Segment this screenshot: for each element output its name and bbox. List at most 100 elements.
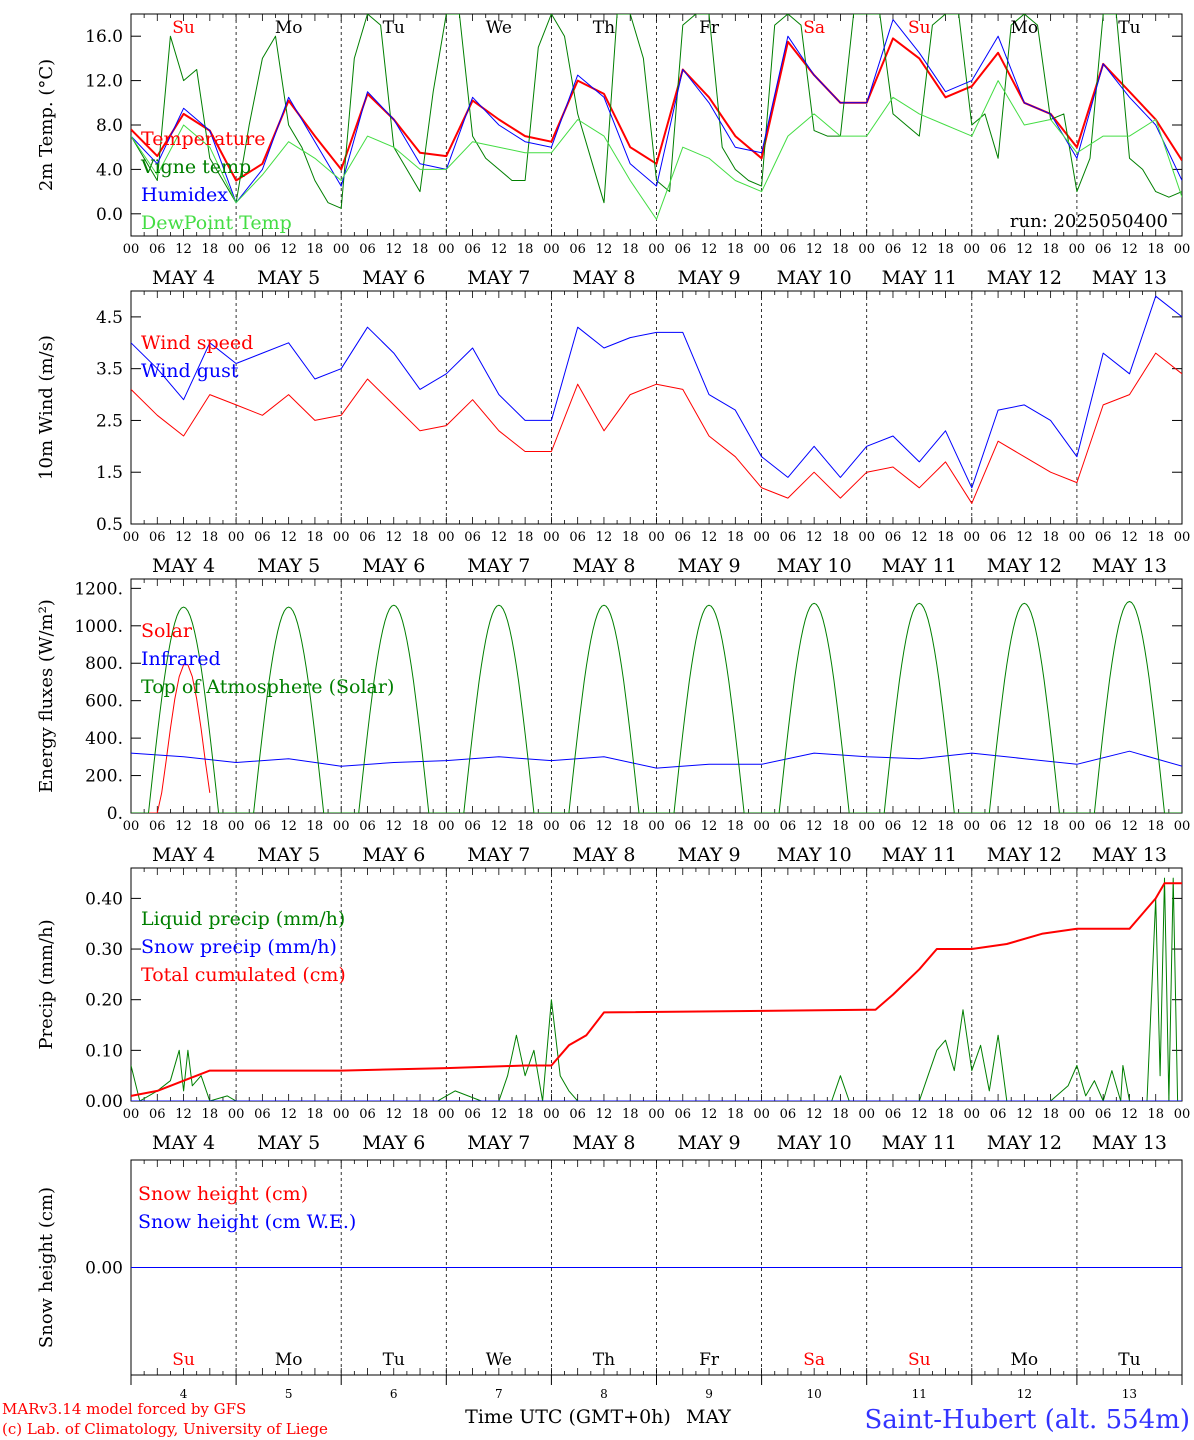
date-label: MAY 8 xyxy=(572,555,635,577)
hour-tick-label: 00 xyxy=(1174,819,1191,834)
hour-tick-label: 18 xyxy=(202,242,219,257)
hour-tick-label: 12 xyxy=(491,242,508,257)
day-number-label: 7 xyxy=(495,1387,503,1401)
hour-tick-label: 00 xyxy=(543,530,560,545)
hour-tick-label: 18 xyxy=(517,819,534,834)
weekday-label: Su xyxy=(908,1350,931,1370)
hour-tick-label: 12 xyxy=(280,819,297,834)
hour-tick-label: 12 xyxy=(175,530,192,545)
hour-tick-label: 12 xyxy=(1016,1107,1033,1122)
hour-tick-label: 00 xyxy=(964,1107,981,1122)
hour-tick-label: 18 xyxy=(937,530,954,545)
series-line-solar xyxy=(131,664,211,813)
weekday-label: We xyxy=(486,1350,512,1370)
hour-tick-label: 12 xyxy=(806,1107,823,1122)
hour-tick-label: 12 xyxy=(911,530,928,545)
y-axis-label: 2m Temp. (°C) xyxy=(36,59,57,191)
hour-tick-label: 00 xyxy=(1174,242,1191,257)
panel-wind: 0.5 1.5 2.5 3.5 4.5 10m Wind (m/s) Wind speed W… xyxy=(36,290,1191,577)
date-label: MAY 10 xyxy=(777,844,852,866)
series-line-infrared xyxy=(131,750,1182,769)
legend-entry: Top of Atmosphere (Solar) xyxy=(141,676,394,698)
day-number-label: 5 xyxy=(285,1387,293,1401)
hour-tick-label: 18 xyxy=(517,1107,534,1122)
hour-tick-label: 06 xyxy=(149,242,166,257)
station-label: Saint-Hubert (alt. 554m) xyxy=(864,1405,1190,1435)
panel-energy: 0. 200. 400. 600. 800. 1000. 1200. Energy fluxe… xyxy=(36,578,1191,866)
hour-tick-label: 00 xyxy=(648,242,665,257)
weekday-label: Tu xyxy=(1118,18,1140,38)
hour-tick-label: 06 xyxy=(1095,530,1112,545)
date-label: MAY 9 xyxy=(678,267,741,289)
hour-tick-label: 18 xyxy=(412,530,429,545)
hour-tick-label: 06 xyxy=(780,242,797,257)
legend-entry: Snow height (cm) xyxy=(138,1183,308,1205)
hour-tick-label: 06 xyxy=(569,819,586,834)
hour-tick-label: 00 xyxy=(964,242,981,257)
hour-tick-label: 06 xyxy=(359,530,376,545)
hour-tick-label: 06 xyxy=(254,242,271,257)
hour-tick-label: 00 xyxy=(543,242,560,257)
hour-tick-label: 12 xyxy=(385,819,402,834)
legend-entry: Temperature xyxy=(141,128,265,150)
credit-model: MARv3.14 model forced by GFS xyxy=(2,1400,246,1418)
date-label: MAY 13 xyxy=(1092,844,1167,866)
hour-tick-label: 06 xyxy=(569,1107,586,1122)
hour-tick-label: 00 xyxy=(858,530,875,545)
hour-tick-label: 18 xyxy=(1042,530,1059,545)
hour-tick-label: 00 xyxy=(333,530,350,545)
hour-tick-label: 18 xyxy=(1042,819,1059,834)
hour-tick-label: 06 xyxy=(990,242,1007,257)
weekday-label: Mo xyxy=(1011,18,1039,38)
day-number-label: 9 xyxy=(705,1387,713,1401)
series-line-wind-gust xyxy=(131,295,1182,489)
legend-entry: DewPoint Temp xyxy=(141,212,292,234)
hour-tick-label: 00 xyxy=(648,819,665,834)
date-label: MAY 4 xyxy=(152,1132,215,1154)
hour-tick-label: 12 xyxy=(280,1107,297,1122)
hour-tick-label: 00 xyxy=(228,530,245,545)
hour-tick-label: 12 xyxy=(385,1107,402,1122)
date-label: MAY 8 xyxy=(572,844,635,866)
date-label: MAY 5 xyxy=(257,267,320,289)
hour-tick-label: 06 xyxy=(780,530,797,545)
hour-tick-label: 12 xyxy=(701,819,718,834)
hour-tick-label: 00 xyxy=(753,242,770,257)
hour-tick-label: 00 xyxy=(438,819,455,834)
legend-entry: Humidex xyxy=(141,184,228,206)
hour-tick-label: 18 xyxy=(202,819,219,834)
y-tick-label: 0.00 xyxy=(85,1259,123,1279)
hour-tick-label: 06 xyxy=(885,819,902,834)
hour-tick-label: 18 xyxy=(307,530,324,545)
y-tick-label: 0.10 xyxy=(85,1041,123,1061)
hour-tick-label: 18 xyxy=(622,530,639,545)
hour-tick-label: 06 xyxy=(359,242,376,257)
hour-tick-label: 00 xyxy=(1174,1107,1191,1122)
hour-tick-label: 18 xyxy=(832,242,849,257)
weekday-label: Tu xyxy=(1118,1350,1140,1370)
hour-tick-label: 18 xyxy=(937,242,954,257)
hour-tick-label: 00 xyxy=(964,819,981,834)
hour-tick-label: 12 xyxy=(385,242,402,257)
y-tick-label: 800. xyxy=(85,654,123,674)
hour-tick-label: 18 xyxy=(622,242,639,257)
weekday-label: Sa xyxy=(803,18,825,38)
series-group xyxy=(131,295,1182,504)
weekday-label: Fr xyxy=(699,1350,720,1370)
hour-tick-label: 06 xyxy=(675,530,692,545)
series-line-total-cumulated-cm- xyxy=(131,882,1182,1097)
hour-tick-label: 06 xyxy=(149,819,166,834)
hour-tick-label: 00 xyxy=(648,530,665,545)
hour-tick-label: 00 xyxy=(333,819,350,834)
hour-tick-label: 18 xyxy=(727,1107,744,1122)
date-label: MAY 7 xyxy=(467,555,530,577)
hour-tick-label: 00 xyxy=(1174,530,1191,545)
hour-tick-label: 06 xyxy=(1095,242,1112,257)
legend-entry: Solar xyxy=(141,620,193,642)
date-label: MAY 7 xyxy=(467,267,530,289)
hour-tick-label: 18 xyxy=(307,242,324,257)
date-label: MAY 10 xyxy=(777,1132,852,1154)
hour-tick-label: 06 xyxy=(464,819,481,834)
hour-tick-label: 00 xyxy=(753,819,770,834)
hour-tick-label: 06 xyxy=(254,819,271,834)
